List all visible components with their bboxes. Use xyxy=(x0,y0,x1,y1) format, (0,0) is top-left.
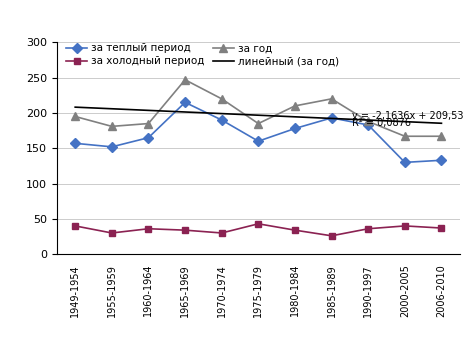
за год xyxy=(255,121,261,126)
Legend: за теплый период, за холодный период, за год, линейный (за год): за теплый период, за холодный период, за… xyxy=(66,43,339,66)
за теплый период xyxy=(146,136,151,140)
за холодный период xyxy=(219,231,225,235)
за теплый период xyxy=(438,158,444,162)
линейный (за год) xyxy=(438,121,444,125)
линейный (за год) xyxy=(73,105,78,109)
за год xyxy=(219,97,225,101)
Line: линейный (за год): линейный (за год) xyxy=(75,107,441,123)
за год xyxy=(438,134,444,138)
за холодный период xyxy=(292,228,298,232)
за год xyxy=(109,124,115,128)
за холодный период xyxy=(146,227,151,231)
линейный (за год) xyxy=(109,107,115,111)
за теплый период xyxy=(255,139,261,143)
за теплый период xyxy=(73,141,78,145)
линейный (за год) xyxy=(292,115,298,119)
линейный (за год) xyxy=(182,110,188,114)
за год xyxy=(292,104,298,108)
линейный (за год) xyxy=(365,118,371,122)
Text: R² = 0,0876: R² = 0,0876 xyxy=(352,118,411,128)
за холодный период xyxy=(329,234,335,238)
линейный (за год) xyxy=(219,112,225,116)
за теплый период xyxy=(109,145,115,149)
Line: за холодный период: за холодный период xyxy=(72,220,445,239)
за холодный период xyxy=(109,231,115,235)
за теплый период xyxy=(329,116,335,120)
за теплый период xyxy=(219,118,225,122)
за холодный период xyxy=(255,222,261,226)
за холодный период xyxy=(182,228,188,232)
за теплый период xyxy=(182,100,188,104)
линейный (за год) xyxy=(255,113,261,117)
за год xyxy=(402,134,408,138)
за теплый период xyxy=(402,160,408,164)
за год xyxy=(182,78,188,82)
за холодный период xyxy=(73,224,78,228)
линейный (за год) xyxy=(146,108,151,113)
за холодный период xyxy=(402,224,408,228)
за теплый период xyxy=(365,123,371,127)
за год xyxy=(146,121,151,126)
линейный (за год) xyxy=(402,120,408,124)
за холодный период xyxy=(438,226,444,230)
за год xyxy=(73,114,78,119)
Line: за год: за год xyxy=(71,76,446,140)
Line: за теплый период: за теплый период xyxy=(72,99,445,166)
за год xyxy=(365,119,371,124)
за холодный период xyxy=(365,227,371,231)
за год xyxy=(329,97,335,101)
линейный (за год) xyxy=(329,116,335,120)
за теплый период xyxy=(292,126,298,131)
Text: y = -2,1636x + 209,53: y = -2,1636x + 209,53 xyxy=(352,110,463,121)
